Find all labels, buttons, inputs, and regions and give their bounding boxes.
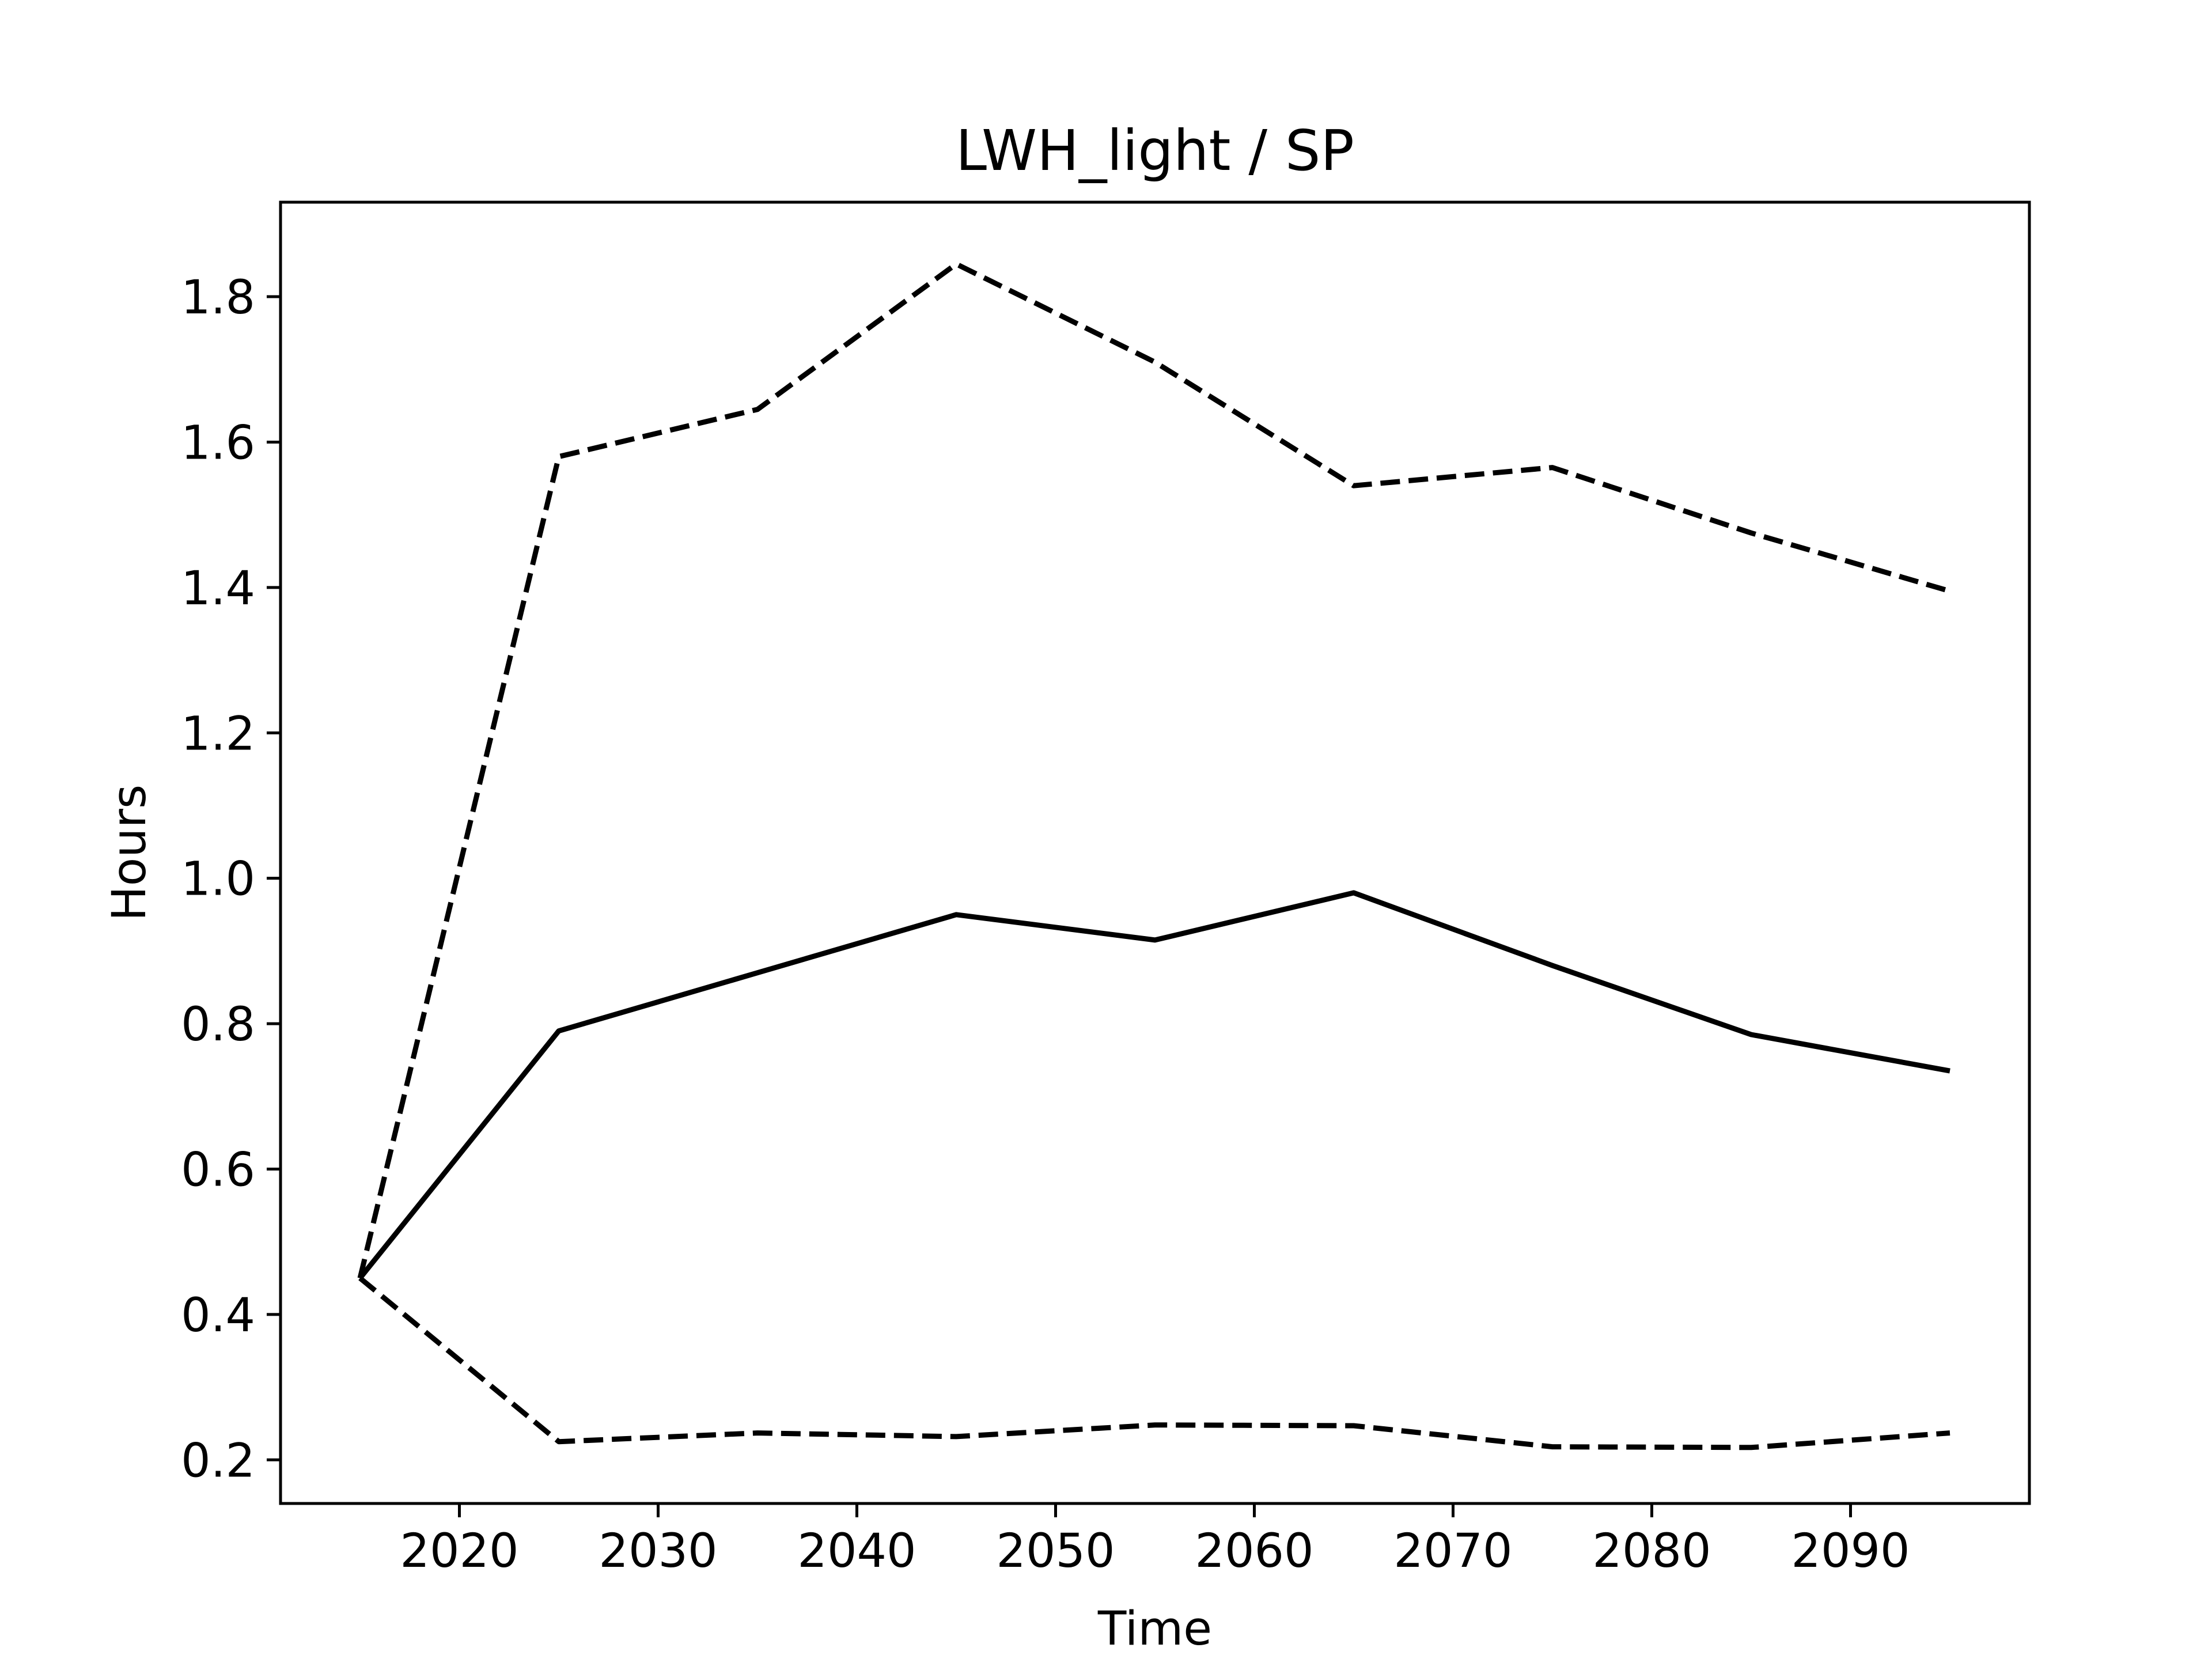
chart-title: LWH_light / SP <box>956 118 1354 183</box>
y-tick-label: 1.8 <box>181 271 255 325</box>
y-tick-label: 0.8 <box>181 998 255 1052</box>
series-line-1 <box>358 890 1950 1280</box>
x-axis-title: Time <box>1097 1602 1212 1656</box>
y-axis-title: Hours <box>103 785 157 921</box>
y-tick-label: 1.2 <box>181 707 255 761</box>
x-tick-label: 2020 <box>400 1524 518 1578</box>
x-tick-label: 2090 <box>1791 1524 1910 1578</box>
x-tick-label: 2030 <box>599 1524 717 1578</box>
y-tick-label: 0.2 <box>181 1434 255 1488</box>
y-tick-label: 1.4 <box>181 562 255 616</box>
series-layer <box>357 261 1951 1450</box>
y-axis: 0.2 0.4 0.6 0.8 1.0 1.2 1.4 1.6 1.8 <box>181 271 281 1488</box>
x-tick-label: 2070 <box>1393 1524 1512 1578</box>
x-tick-label: 2080 <box>1592 1524 1711 1578</box>
y-tick-label: 1.6 <box>181 416 255 470</box>
x-axis: 2020 2030 2040 2050 2060 2070 2080 2090 <box>400 1503 1910 1578</box>
x-tick-label: 2050 <box>996 1524 1115 1578</box>
plot-frame <box>279 200 2031 1505</box>
series-line-2 <box>357 261 1951 1279</box>
x-tick-label: 2040 <box>797 1524 916 1578</box>
y-tick-label: 1.0 <box>181 853 255 907</box>
x-tick-label: 2060 <box>1195 1524 1313 1578</box>
series-line-3 <box>358 1276 1950 1450</box>
y-tick-label: 0.4 <box>181 1289 255 1343</box>
y-tick-label: 0.6 <box>181 1143 255 1197</box>
